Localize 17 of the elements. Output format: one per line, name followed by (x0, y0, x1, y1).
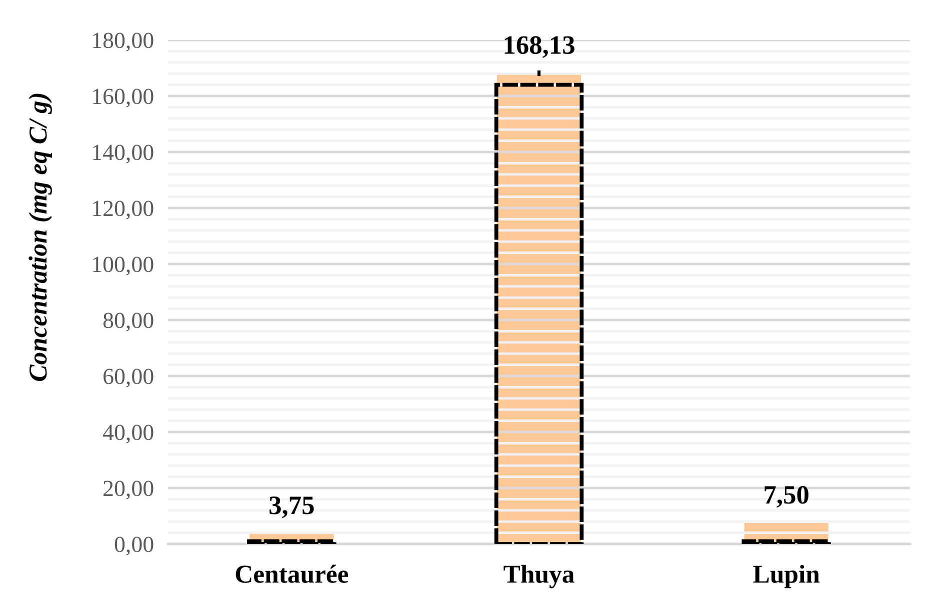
x-tick-label: Thuya (504, 564, 574, 588)
y-tick-label: 20,00 (104, 480, 154, 500)
y-tick-label: 140,00 (93, 144, 154, 164)
y-tick-label: 60,00 (104, 368, 154, 388)
x-tick-label: Centaurée (236, 564, 348, 583)
y-tick-label: 40,00 (102, 424, 154, 444)
y-tick-label: 120,00 (93, 200, 154, 220)
y-tick-label: 0,00 (114, 536, 154, 556)
data-label: 3,75 (270, 496, 314, 518)
y-tick-label: 180,00 (93, 32, 154, 52)
data-label: 168,13 (504, 36, 574, 58)
data-label: 7,50 (764, 486, 808, 508)
y-tick-label: 100,00 (93, 256, 154, 276)
y-tick-label: 160,00 (93, 88, 154, 108)
x-tick-label: Lupin (753, 564, 820, 588)
y-axis-title: Concentration (mg eq C/ g) (28, 94, 52, 382)
y-tick-label: 80,00 (103, 312, 154, 332)
